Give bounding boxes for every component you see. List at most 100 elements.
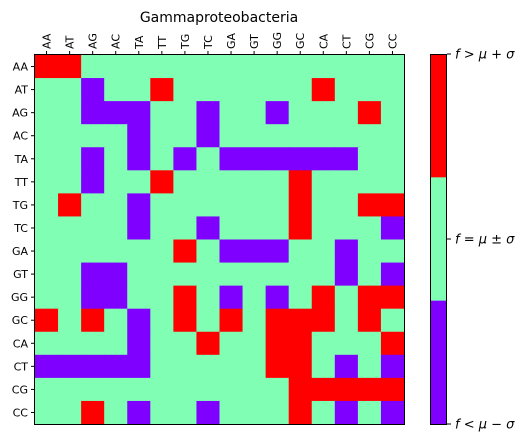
heatmap-cell-CC-CA <box>311 400 336 425</box>
heatmap-cell-GG-GT <box>242 285 267 310</box>
heatmap-cell-AT-GA <box>219 78 244 102</box>
heatmap-cell-GG-AG <box>81 285 105 310</box>
heatmap-cell-CG-TA <box>127 377 151 402</box>
heatmap-cell-CT-CT <box>334 354 359 379</box>
heatmap-cell-TA-AG <box>81 147 105 171</box>
heatmap-cell-TT-TT <box>150 170 174 194</box>
heatmap-cell-AC-AT <box>58 124 82 148</box>
heatmap-cell-GC-CA <box>311 308 336 333</box>
heatmap-cell-TG-GA <box>219 193 244 218</box>
heatmap-cell-AA-AT <box>58 55 82 79</box>
heatmap-cell-TG-GC <box>288 193 313 218</box>
heatmap-cell-AC-GA <box>219 124 244 148</box>
heatmap-cell-GG-AT <box>58 285 82 310</box>
heatmap-cell-AG-TG <box>173 101 198 125</box>
x-tick-label-TC: TC <box>202 35 215 50</box>
heatmap-cell-TG-CC <box>380 193 405 218</box>
heatmap-cell-GC-TC <box>196 308 221 333</box>
heatmap-cell-AT-TG <box>173 78 198 102</box>
heatmap-cell-AA-GA <box>219 55 244 79</box>
heatmap-cell-TC-TA <box>127 216 151 241</box>
heatmap-cell-AA-GC <box>288 55 313 79</box>
y-tick-label-AA: AA <box>13 61 29 74</box>
heatmap-cell-TA-CC <box>380 147 405 171</box>
heatmap-cell-TC-GG <box>265 216 290 241</box>
heatmap-cell-CT-GA <box>219 354 244 379</box>
heatmap-cell-TA-AC <box>104 147 128 171</box>
heatmap-cell-AG-GA <box>219 101 244 125</box>
heatmap-cell-TT-TG <box>173 170 198 194</box>
colorbar-tick-label-1: f > μ + σ <box>455 48 515 63</box>
heatmap-cell-CT-TA <box>127 354 151 379</box>
y-tick-label-AT: AT <box>15 84 29 97</box>
heatmap-cell-TA-CA <box>311 147 336 171</box>
heatmap-cell-AG-TA <box>127 101 151 125</box>
heatmap-cell-CT-CC <box>380 354 405 379</box>
heatmap-cell-AT-GT <box>242 78 267 102</box>
x-tick-label-CT: CT <box>340 34 353 49</box>
heatmap-cell-CT-GC <box>288 354 313 379</box>
heatmap-cell-AC-CA <box>311 124 336 148</box>
heatmap-cell-TG-CG <box>357 193 382 218</box>
y-tick-label-TT: TT <box>14 176 29 189</box>
heatmap-cell-GT-CG <box>357 262 382 287</box>
heatmap-cell-CC-TC <box>196 400 221 425</box>
heatmap-cell-AA-CG <box>357 55 382 79</box>
heatmap-cell-TC-AC <box>104 216 128 241</box>
x-tick-label-CG: CG <box>363 33 376 49</box>
heatmap-cell-GA-CT <box>334 239 359 264</box>
heatmap-cell-CA-AC <box>104 331 128 356</box>
y-tick-label-CA: CA <box>13 337 29 350</box>
heatmap-cell-TC-AT <box>58 216 82 241</box>
heatmap-cell-CC-CC <box>380 400 405 425</box>
y-tick-label-GC: GC <box>12 314 29 327</box>
heatmap-cell-AG-AA <box>35 101 59 125</box>
heatmap-cell-CG-TT <box>150 377 174 402</box>
heatmap-cell-GC-CG <box>357 308 382 333</box>
heatmap-cell-GC-AC <box>104 308 128 333</box>
heatmap-cell-GA-TC <box>196 239 221 264</box>
heatmap-cell-AT-AA <box>35 78 59 102</box>
heatmap-cell-CA-CA <box>311 331 336 356</box>
heatmap-cell-AG-CT <box>334 101 359 125</box>
heatmap-cell-AA-CC <box>380 55 405 79</box>
heatmap-cell-GT-GG <box>265 262 290 287</box>
heatmap-cell-TT-TC <box>196 170 221 194</box>
heatmap-cell-GT-AA <box>35 262 59 287</box>
heatmap-cell-TT-CT <box>334 170 359 194</box>
heatmap-cell-GC-TA <box>127 308 151 333</box>
heatmap-cell-GG-GC <box>288 285 313 310</box>
heatmap-cell-CA-TC <box>196 331 221 356</box>
heatmap-cell-TA-AA <box>35 147 59 171</box>
heatmap-cell-CA-TG <box>173 331 198 356</box>
heatmap-cell-GA-TG <box>173 239 198 264</box>
heatmap-cell-CA-GA <box>219 331 244 356</box>
heatmap-cell-GA-GG <box>265 239 290 264</box>
heatmap-cell-GA-TT <box>150 239 174 264</box>
heatmap-cell-CT-AC <box>104 354 128 379</box>
heatmap-cell-AT-CG <box>357 78 382 102</box>
heatmap-cell-AA-TA <box>127 55 151 79</box>
heatmap-cell-CT-CG <box>357 354 382 379</box>
heatmap-cell-CG-AC <box>104 377 128 402</box>
heatmap-cell-TC-CT <box>334 216 359 241</box>
heatmap-cell-GT-GT <box>242 262 267 287</box>
heatmap-cell-TC-AA <box>35 216 59 241</box>
heatmap-cell-AT-AT <box>58 78 82 102</box>
heatmap-cell-AA-GT <box>242 55 267 79</box>
heatmap-cell-CC-GG <box>265 400 290 425</box>
heatmap-cell-TA-GG <box>265 147 290 171</box>
heatmap-cell-AT-TT <box>150 78 174 102</box>
heatmap-cell-GT-AC <box>104 262 128 287</box>
heatmap-cell-CC-AA <box>35 400 59 425</box>
heatmap-cell-CG-CT <box>334 377 359 402</box>
heatmap-cell-AC-CT <box>334 124 359 148</box>
x-tick-label-GT: GT <box>248 34 261 49</box>
heatmap-cell-AT-TC <box>196 78 221 102</box>
heatmap-cell-TA-GT <box>242 147 267 171</box>
heatmap-cell-CG-GT <box>242 377 267 402</box>
heatmap-cell-GT-CC <box>380 262 405 287</box>
heatmap-cell-AA-AC <box>104 55 128 79</box>
heatmap-cell-CT-AG <box>81 354 105 379</box>
heatmap-cell-AC-AG <box>81 124 105 148</box>
